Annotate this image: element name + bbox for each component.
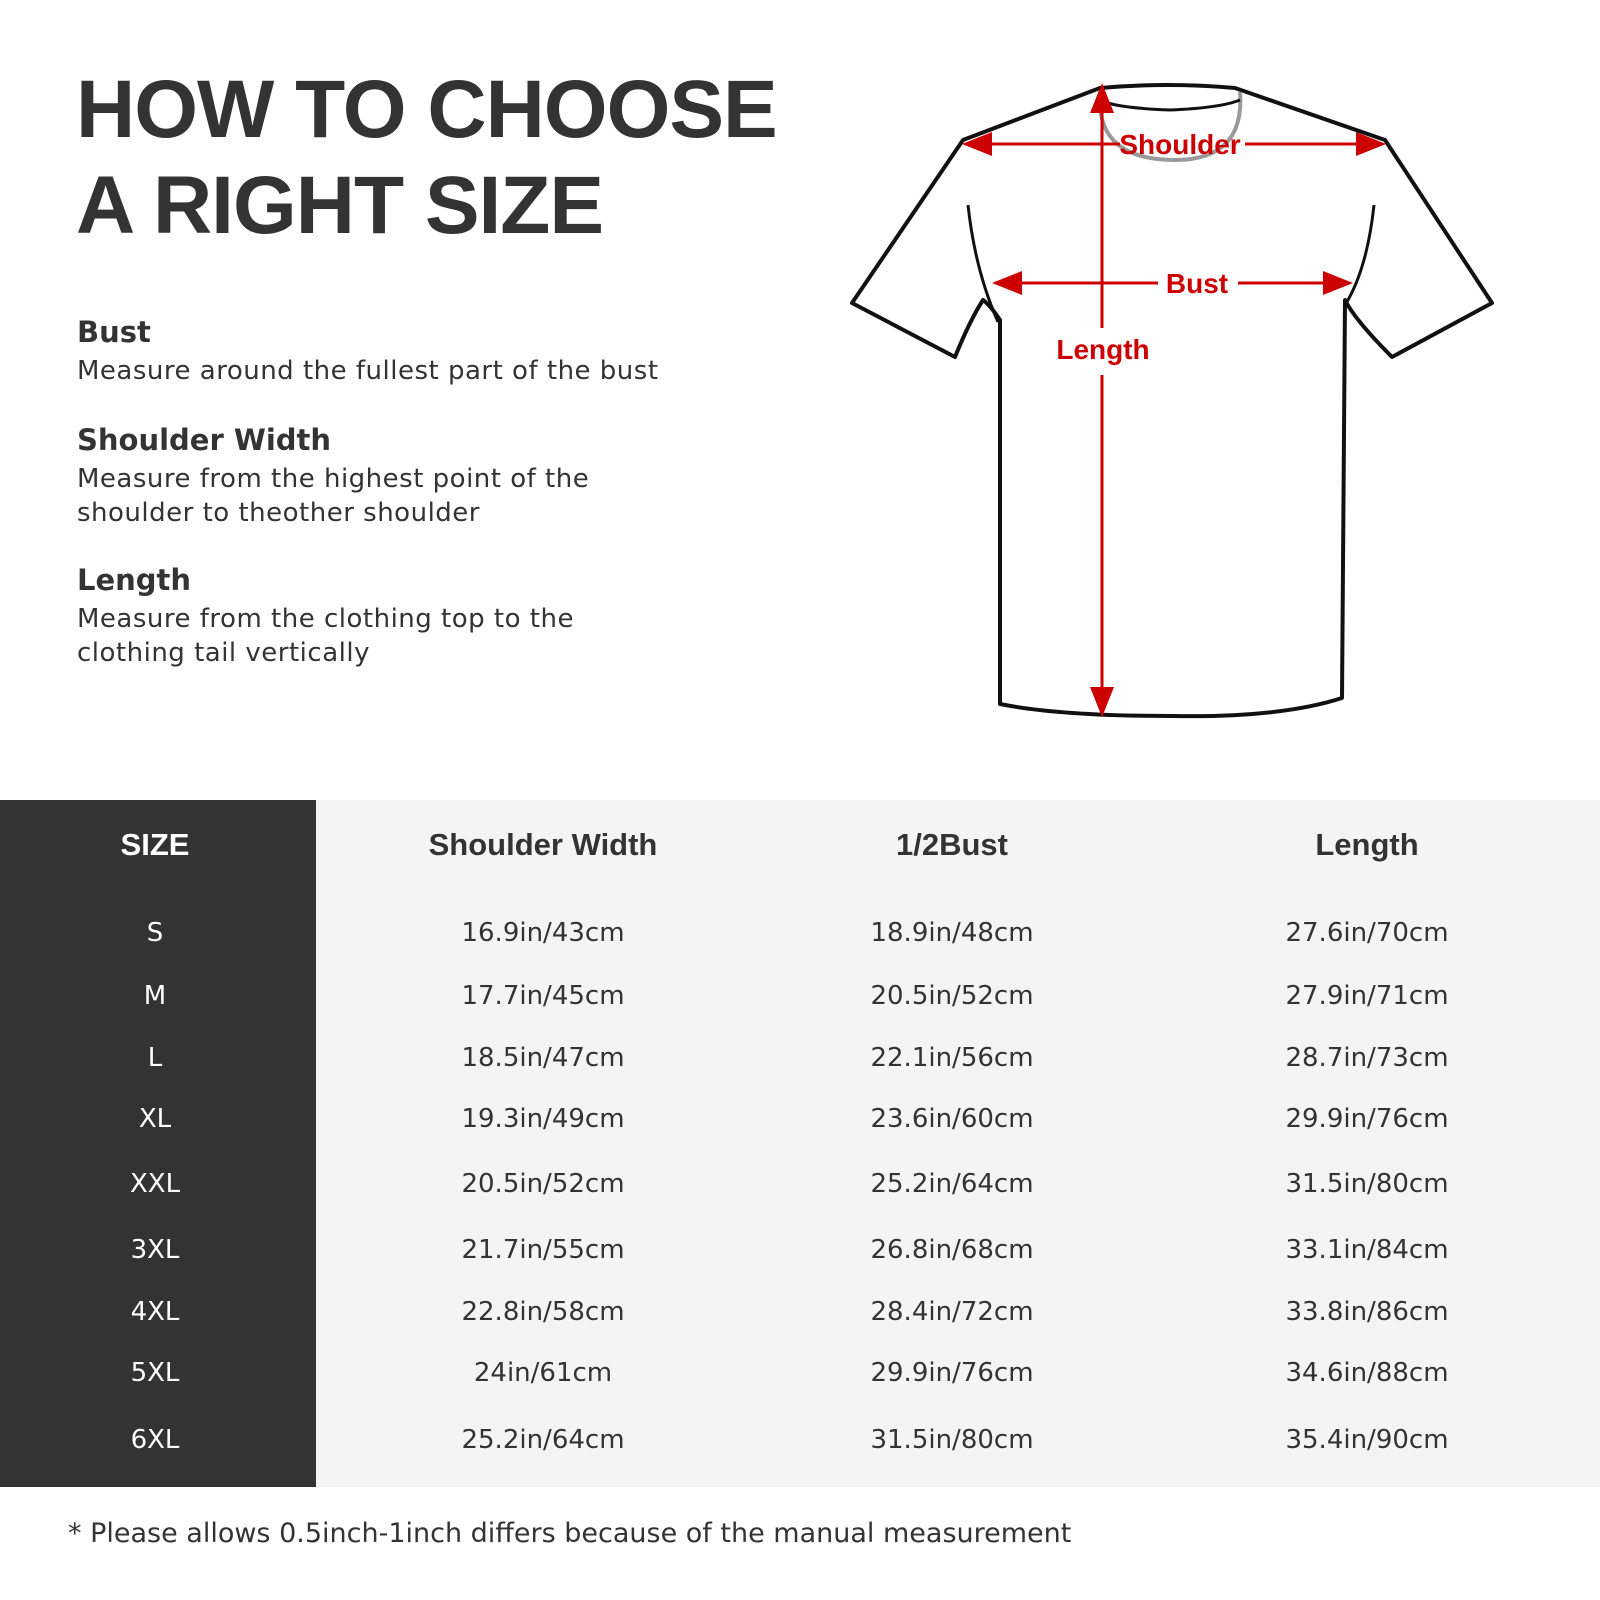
guide-text: Measure from the clothing top to the clot… — [77, 604, 574, 668]
table-cell: 28.4in/72cm — [870, 1297, 1034, 1327]
size-label: 3XL — [130, 1235, 180, 1265]
table-cell: 34.6in/88cm — [1285, 1358, 1449, 1388]
guide-length: Length Measure from the clothing top to … — [77, 562, 574, 670]
guide-text: Measure around the fullest part of the b… — [77, 356, 659, 386]
size-label: 4XL — [130, 1297, 180, 1327]
table-cell: 33.8in/86cm — [1285, 1297, 1449, 1327]
size-label: 6XL — [130, 1425, 180, 1455]
table-cell: 19.3in/49cm — [461, 1104, 625, 1134]
page-title: HOW TO CHOOSE A RIGHT SIZE — [76, 62, 778, 254]
table-cell: 33.1in/84cm — [1285, 1235, 1449, 1265]
collar — [1097, 91, 1243, 163]
table-cell: 22.8in/58cm — [461, 1297, 625, 1327]
size-column — [0, 800, 316, 1487]
table-cell: 18.9in/48cm — [870, 918, 1034, 948]
bust-label: Bust — [1166, 268, 1228, 299]
guide-bust: Bust Measure around the fullest part of … — [77, 314, 659, 388]
table-cell: 22.1in/56cm — [870, 1043, 1034, 1073]
table-cell: 29.9in/76cm — [1285, 1104, 1449, 1134]
guide-text: Measure from the highest point of the sho… — [77, 464, 590, 528]
tshirt-outline — [850, 83, 1494, 719]
size-label: XXL — [129, 1169, 181, 1199]
title-line-2: A RIGHT SIZE — [76, 160, 604, 251]
table-cell: 29.9in/76cm — [870, 1358, 1034, 1388]
size-label: 5XL — [130, 1358, 180, 1388]
header-size: SIZE — [120, 827, 190, 862]
table-cell: 31.5in/80cm — [1285, 1169, 1449, 1199]
title-line-1: HOW TO CHOOSE — [76, 64, 778, 155]
table-cell: 26.8in/68cm — [870, 1235, 1034, 1265]
table-cell: 25.2in/64cm — [461, 1425, 625, 1455]
table-cell: 21.7in/55cm — [461, 1235, 625, 1265]
shoulder-label: Shoulder — [1119, 129, 1240, 160]
table-cell: 27.6in/70cm — [1285, 918, 1449, 948]
size-label: L — [147, 1043, 163, 1073]
table-cell: 23.6in/60cm — [870, 1104, 1034, 1134]
table-cell: 24in/61cm — [473, 1358, 613, 1388]
size-table: SIZE Shoulder Width 1/2Bust Length S 16.9in/4… — [0, 800, 1600, 1487]
guide-heading: Shoulder Width — [77, 423, 332, 457]
header-half-bust: 1/2Bust — [896, 827, 1008, 862]
table-cell: 35.4in/90cm — [1285, 1425, 1449, 1455]
guide-shoulder-width: Shoulder Width Measure from the highest … — [77, 422, 589, 530]
tshirt-diagram: Shoulder Bust Length — [850, 83, 1494, 719]
size-label: XL — [138, 1104, 172, 1134]
guide-heading: Bust — [77, 315, 151, 349]
table-cell: 16.9in/43cm — [461, 918, 625, 948]
header-length: Length — [1315, 827, 1419, 862]
table-cell: 17.7in/45cm — [461, 981, 625, 1011]
guide-heading: Length — [77, 563, 192, 597]
size-label: S — [146, 918, 164, 948]
table-cell: 25.2in/64cm — [870, 1169, 1034, 1199]
length-label: Length — [1056, 334, 1149, 365]
table-cell: 31.5in/80cm — [870, 1425, 1034, 1455]
table-cell: 28.7in/73cm — [1285, 1043, 1449, 1073]
footnote: * Please allows 0.5inch-1inch differs be… — [68, 1518, 1072, 1549]
size-label: M — [143, 981, 167, 1011]
table-cell: 20.5in/52cm — [870, 981, 1034, 1011]
header-shoulder-width: Shoulder Width — [428, 827, 658, 862]
table-cell: 18.5in/47cm — [461, 1043, 625, 1073]
table-cell: 20.5in/52cm — [461, 1169, 625, 1199]
table-cell: 27.9in/71cm — [1285, 981, 1449, 1011]
